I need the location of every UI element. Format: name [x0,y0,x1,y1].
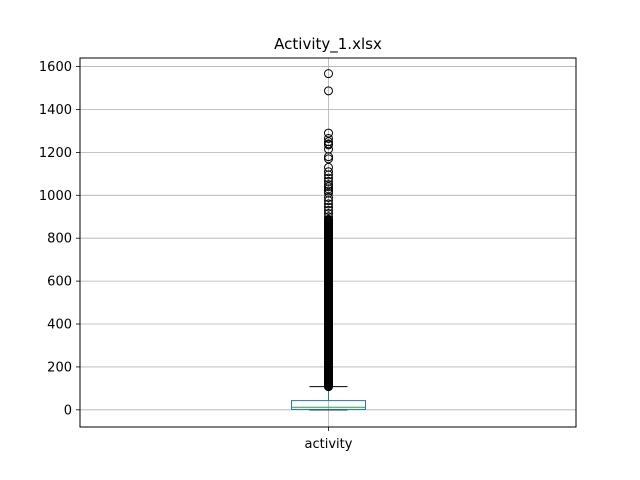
y-tick-label: 1600 [39,60,72,75]
outlier-point [324,140,333,150]
outlier-point [324,202,333,212]
outlier-point [324,209,333,219]
axes: 0 200 400 600 800 1000 1200 1400 1600 activity [39,60,353,452]
outlier-point [324,167,333,177]
outlier-point [324,199,333,209]
iqr-box [291,400,366,410]
outlier-point [324,133,333,143]
outlier-point [324,154,333,164]
outlier-point [324,152,333,162]
y-tick-label: 400 [47,318,72,333]
plot-frame [79,57,577,428]
chart-title: Activity_1.xlsx [274,35,382,54]
outlier-point [324,184,333,194]
y-tick-label: 1200 [39,146,72,161]
plot-data [291,69,366,411]
outlier-point [324,180,333,190]
outlier-point [324,214,333,224]
outlier-point [324,173,333,183]
outlier-point [324,196,333,206]
y-tick-label: 800 [47,232,72,247]
outlier-point [324,192,333,202]
y-tick-label: 200 [47,360,72,375]
outlier-point [324,205,333,215]
y-tick-label: 1400 [39,103,72,118]
y-tick-label: 1000 [39,189,72,204]
outlier-point [324,186,333,196]
outlier-point [324,170,333,180]
outlier-point [324,212,333,222]
x-tick-label: activity [305,437,353,452]
y-tick-label: 0 [64,403,72,418]
outlier-point [324,86,333,96]
y-tick-label: 600 [47,275,72,290]
outlier-point [324,182,333,192]
outlier-point [324,69,333,79]
outlier-point [324,128,333,138]
